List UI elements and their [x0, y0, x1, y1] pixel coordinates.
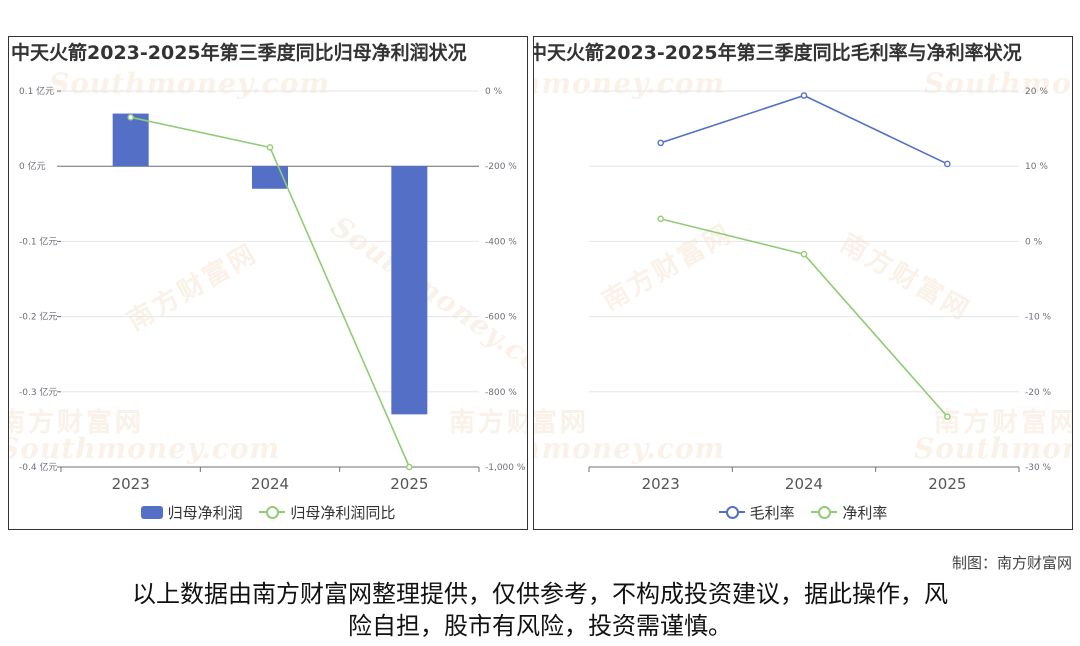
chart-legend: 归母净利润 归母净利润同比 — [9, 502, 527, 524]
y-tick-label-left: 0.1 亿元 — [19, 85, 54, 97]
bar — [252, 166, 288, 189]
legend-item-net-profit[interactable]: 归母净利润 — [140, 502, 243, 523]
data-point — [266, 144, 274, 151]
margins-chart-svg: 20 % 10 % 0 % -10 % -20 % -30 % 2023 2024 2025 — [588, 87, 1052, 493]
legend-item-net-margin[interactable]: 净利率 — [811, 502, 887, 523]
disclaimer-line: 以上数据由南方财富网整理提供，仅供参考，不构成投资建议，据此操作，风 — [132, 580, 948, 608]
y-tick-label-right: -800 % — [485, 388, 517, 398]
x-tick-label: 2024 — [785, 475, 823, 493]
legend-bar-swatch — [140, 506, 163, 519]
y-tick-label-right: 20 % — [1025, 87, 1048, 97]
y-tick-label-right: 0 % — [485, 87, 503, 97]
y-tick-label-right: -200 % — [485, 162, 517, 172]
legend-line-swatch — [718, 505, 745, 519]
y-tick-label-left: 0 亿元 — [19, 160, 46, 172]
y-tick-label-right: -600 % — [485, 313, 517, 323]
x-tick-label: 2025 — [928, 475, 966, 493]
bar — [112, 113, 149, 167]
net-profit-chart-svg: 0.1 亿元 0 亿元 -0.1 亿元 -0.2 亿元 -0.3 亿元 -0.4 亿元 0 … — [19, 85, 526, 493]
legend-label: 毛利率 — [749, 503, 795, 522]
series-line — [660, 218, 948, 418]
x-tick-label: 2023 — [642, 475, 680, 493]
data-point — [657, 139, 664, 147]
y-tick-label-left: -0.3 亿元 — [19, 386, 57, 398]
y-tick-label-right: -1,000 % — [485, 463, 526, 473]
y-tick-label-right: -10 % — [1025, 313, 1052, 323]
chart-panel-margins: Southmoney.com Southmoney.com 南方财富网 南方财富… — [533, 36, 1073, 530]
data-point — [944, 160, 951, 168]
y-tick-label-left: -0.2 亿元 — [19, 311, 57, 323]
legend-item-net-profit-yoy[interactable]: 归母净利润同比 — [259, 502, 395, 523]
data-point — [800, 92, 808, 99]
legend-label: 归母净利润同比 — [290, 503, 396, 522]
data-point — [800, 250, 808, 258]
y-tick-label-right: -20 % — [1025, 388, 1052, 398]
chart-legend: 毛利率 净利率 — [534, 502, 1072, 524]
legend-label: 归母净利润 — [167, 504, 243, 522]
legend-item-gross-margin[interactable]: 毛利率 — [718, 502, 795, 523]
chart-title: 中天火箭2023-2025年第三季度同比归母净利润状况 — [11, 42, 467, 64]
legend-line-swatch — [259, 505, 286, 519]
disclaimer-line: 险自担，股市有风险，投资需谨慎。 — [348, 612, 732, 640]
data-point — [657, 215, 664, 223]
y-tick-label-right: -30 % — [1025, 463, 1052, 473]
x-tick-label: 2024 — [251, 475, 289, 493]
chart-title: 中天火箭2023-2025年第三季度同比毛利率与净利率状况 — [533, 42, 1022, 64]
data-point — [127, 114, 134, 121]
y-tick-label-right: 0 % — [1025, 237, 1043, 247]
disclaimer: 以上数据由南方财富网整理提供，仅供参考，不构成投资建议，据此操作，风 险自担，股… — [40, 578, 1040, 642]
data-point — [944, 413, 951, 420]
data-point — [406, 463, 413, 471]
series-line — [660, 94, 948, 165]
legend-label: 净利率 — [842, 503, 888, 522]
x-tick-label: 2025 — [390, 475, 428, 493]
x-tick-label: 2023 — [112, 475, 150, 493]
legend-line-swatch — [811, 505, 838, 519]
chart-panel-net-profit: 南方财富网 Southmoney.com Southmoney.com 南方财富… — [8, 36, 528, 530]
chart-credit: 制图：南方财富网 — [951, 554, 1072, 572]
y-tick-label-right: -400 % — [485, 237, 517, 247]
y-tick-label-left: -0.1 亿元 — [19, 235, 57, 247]
y-tick-label-right: 10 % — [1025, 162, 1048, 172]
y-tick-label-left: -0.4 亿元 — [19, 461, 57, 473]
bar — [391, 166, 428, 415]
